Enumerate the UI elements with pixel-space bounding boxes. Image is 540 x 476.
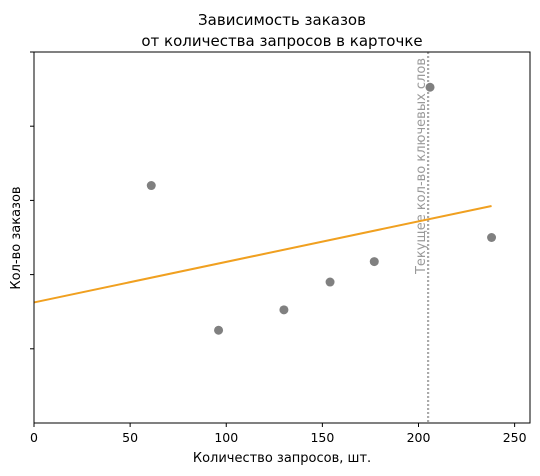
- chart-title-line-1: Зависимость заказов: [198, 11, 366, 29]
- y-axis-ticks: [30, 51, 34, 350]
- data-point: [487, 233, 497, 242]
- x-axis-ticks: 0 50 100 150 200 250: [30, 423, 527, 445]
- plot-marks: Текущее кол-во ключевых слов: [33, 52, 497, 423]
- trend-line: [33, 204, 492, 304]
- data-point: [146, 181, 156, 191]
- x-tick-label: 150: [310, 430, 334, 445]
- reference-line-label: Текущее кол-во ключевых слов: [414, 58, 429, 275]
- x-tick-label: 250: [503, 430, 527, 445]
- data-point: [214, 325, 224, 335]
- data-point: [279, 305, 289, 315]
- data-point: [425, 82, 435, 92]
- y-axis-label: Кол-во заказов: [9, 186, 24, 289]
- chart-title: Зависимость заказов от количества запрос…: [141, 11, 422, 50]
- x-axis-label: Количество запросов, шт.: [193, 451, 371, 466]
- x-tick-label: 0: [30, 430, 38, 445]
- plot-frame: [33, 51, 531, 424]
- data-point: [325, 277, 335, 287]
- data-point: [369, 257, 379, 267]
- x-tick-label: 200: [407, 430, 431, 445]
- chart-title-line-2: от количества запросов в карточке: [141, 32, 422, 50]
- x-tick-label: 50: [122, 430, 138, 445]
- x-tick-label: 100: [214, 430, 238, 445]
